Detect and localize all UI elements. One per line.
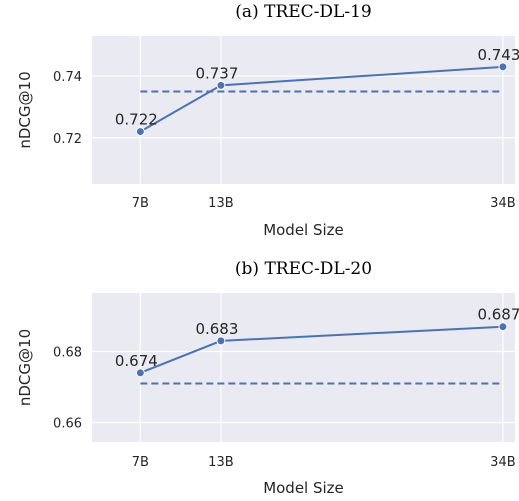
chart2-data-point-0: [135, 368, 145, 378]
chart1-y-tick-label-0: 0.72: [53, 132, 82, 147]
chart1-x-tick-label-1: 13B: [208, 196, 233, 211]
chart1-y-tick-label-1: 0.74: [53, 70, 82, 85]
chart2-x-tick-label-1: 13B: [208, 455, 233, 470]
chart2-data-label-1: 0.683: [195, 320, 238, 338]
chart1-x-tick-label-2: 34B: [490, 196, 515, 211]
chart2-data-label-0: 0.674: [115, 352, 158, 370]
chart2-x-tick-label-2: 34B: [490, 455, 515, 470]
chart2-plot-area: [92, 293, 515, 442]
chart1-data-point-1: [216, 80, 226, 90]
chart2-data-point-1: [216, 336, 226, 346]
chart2-x-axis-label: Model Size: [263, 479, 344, 497]
chart1-y-axis-label: nDCG@10: [16, 71, 34, 148]
chart2-y-tick-label-0: 0.66: [53, 416, 82, 431]
chart2-y-tick-label-1: 0.68: [53, 346, 82, 361]
chart2-y-axis-label: nDCG@10: [16, 329, 34, 406]
chart1-x-axis-label: Model Size: [263, 221, 344, 239]
chart1-x-tick-label-0: 7B: [132, 196, 149, 211]
chart1-data-point-0: [135, 127, 145, 137]
chart2-title: (b) TREC-DL-20: [235, 259, 372, 279]
chart1-data-point-2: [498, 62, 508, 72]
chart1-data-label-2: 0.743: [477, 46, 519, 64]
chart1-data-label-1: 0.737: [195, 64, 238, 82]
chart2-data-point-2: [498, 322, 508, 332]
chart1-data-label-0: 0.722: [115, 111, 158, 129]
chart1-title: (a) TREC-DL-19: [235, 2, 371, 22]
chart2-x-tick-label-0: 7B: [132, 455, 149, 470]
chart1-plot-area: [92, 36, 515, 184]
chart2-data-label-2: 0.687: [477, 306, 519, 324]
